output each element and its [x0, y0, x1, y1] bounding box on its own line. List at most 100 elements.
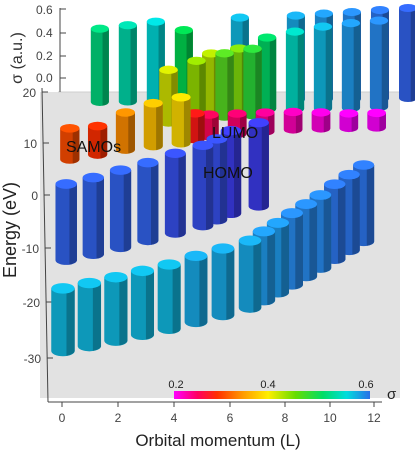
bar-cap [137, 157, 159, 168]
orbital-bar [130, 265, 155, 340]
energy-axis-line [41, 87, 49, 403]
bar-cap [157, 259, 181, 270]
orbital-bar [192, 140, 214, 231]
orbital-bar [243, 44, 262, 120]
bar-cap [309, 190, 332, 200]
orbital-bar [211, 243, 235, 321]
sigma-tick-label: 0.6 [36, 3, 53, 17]
orbital-bar [215, 49, 234, 121]
bar-cap [257, 33, 277, 42]
orbital-bar [143, 98, 163, 151]
orbital-bar [399, 3, 415, 103]
bar-cap [146, 17, 165, 26]
bar-cap [115, 108, 135, 117]
bar-cap [220, 126, 242, 136]
energy-axis-label: Energy (eV) [0, 182, 20, 278]
bar-shade [227, 53, 234, 121]
sigma-tick-label: 0.2 [36, 49, 53, 63]
bar-cap [206, 134, 228, 144]
momentum-tick-label: 6 [227, 411, 234, 425]
bar-shade [309, 204, 318, 281]
energy-tick-label: 0 [31, 189, 38, 203]
bar-shade [267, 112, 275, 136]
orbital-bar [90, 24, 109, 106]
energy-ticks: 20 10 0 -10 -20 -30 [22, 86, 53, 366]
orbital-bar [171, 92, 191, 148]
bar-shade [351, 113, 359, 132]
orbital-bar [313, 22, 333, 113]
bar-shade [199, 60, 206, 124]
bar-shade [410, 8, 415, 102]
bar-shade [102, 28, 109, 106]
bar-cap [159, 65, 178, 74]
bar-cap [51, 283, 75, 294]
orbital-bar [311, 108, 331, 133]
energy-tick-label: -20 [23, 296, 41, 310]
bar-shade [353, 23, 361, 112]
bars-group [51, 3, 415, 357]
bar-shade [198, 113, 205, 144]
orbital-bar [369, 16, 389, 111]
orbital-bar [118, 21, 137, 106]
orbital-bar [137, 157, 159, 246]
colorbar: 0.2 0.4 0.6 σ [168, 379, 397, 403]
bar-cap [90, 24, 109, 33]
orbital-bar [187, 56, 206, 124]
orbital-bar [51, 283, 75, 357]
bar-cap [313, 22, 333, 31]
bar-shade [239, 113, 247, 138]
bar-shade [253, 240, 262, 313]
bar-shade [255, 48, 262, 119]
bar-shade [156, 103, 163, 150]
bar-cap [227, 109, 247, 118]
bar-cap [286, 11, 305, 20]
bar-cap [255, 108, 275, 117]
orbital-bar [77, 277, 102, 352]
bar-cap [367, 108, 386, 118]
homo-annotation: HOMO [203, 165, 253, 182]
colorbar-tick-label: 0.6 [358, 379, 373, 391]
bar-shade [128, 112, 135, 154]
bar-cap [187, 56, 206, 66]
bar-shade [100, 126, 108, 159]
bar-shade [297, 31, 305, 113]
bar-shade [366, 165, 375, 246]
bar-shade [261, 122, 269, 211]
bar-shade [92, 283, 102, 351]
bar-shade [145, 270, 155, 340]
energy-tick-label: 10 [24, 137, 38, 151]
momentum-tick-label: 12 [367, 411, 381, 425]
bar-cap [87, 121, 108, 131]
orbital-bar [82, 172, 104, 260]
bar-cap [55, 179, 77, 189]
bar-shade [119, 277, 128, 346]
sigma-ticks: 0.6 0.4 0.2 0.0 [36, 3, 66, 85]
sigma-tick-label: 0.0 [36, 71, 53, 85]
bar-cap [283, 107, 303, 117]
bar-cap [248, 118, 269, 128]
bar-cap [324, 179, 346, 190]
bar-shade [323, 195, 332, 273]
bar-cap [82, 172, 104, 183]
bar-shade [172, 264, 181, 334]
bar-cap [338, 169, 360, 180]
colorbar-tick-label: 0.2 [168, 379, 183, 391]
bar-cap [215, 49, 234, 58]
bar-cap [399, 3, 415, 13]
orbital-bar [341, 19, 361, 112]
bar-shade [130, 25, 137, 106]
sigma-tick-label: 0.4 [36, 26, 53, 40]
momentum-tick-label: 4 [171, 411, 178, 425]
orbital-bar [339, 109, 359, 133]
orbital-bar [109, 165, 132, 253]
bar-shade [337, 184, 346, 264]
energy-tick-label: -10 [22, 242, 40, 256]
orbital-bar [367, 108, 386, 132]
bar-shade [183, 97, 191, 148]
colorbar-gradient [174, 391, 370, 399]
bar-shade [234, 130, 242, 218]
bar-cap [370, 5, 389, 15]
bar-cap [184, 250, 208, 262]
bar-cap [243, 44, 262, 53]
